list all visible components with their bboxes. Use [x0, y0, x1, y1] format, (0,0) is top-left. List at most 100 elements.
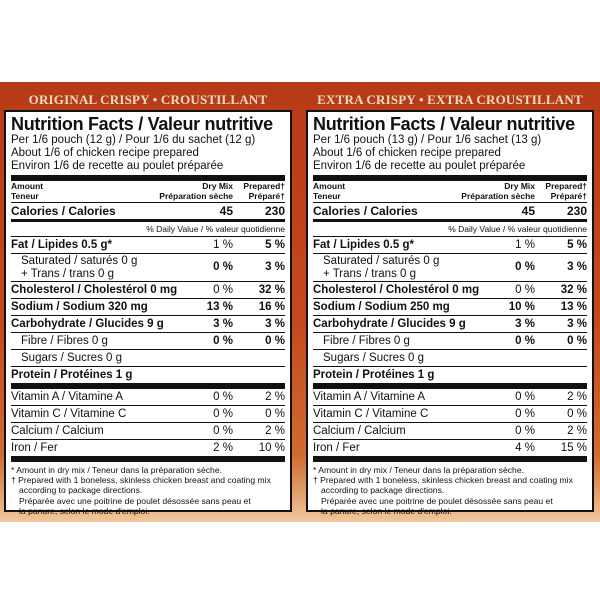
nutrient-prepared-dv: 2 %: [265, 391, 285, 403]
calories-prepared: 230: [566, 204, 587, 218]
divider-thin: [11, 202, 285, 203]
nutrient-dry-dv: 13 %: [206, 301, 233, 313]
nutrient-row-carbohydrate: Carbohydrate / Glucides 9 g 3 % 3 %: [11, 316, 285, 332]
nutrient-dry-dv: 0 %: [213, 425, 233, 437]
nutrient-dry-dv: 1 %: [213, 239, 233, 251]
dry-mix-header: Dry Mix: [202, 181, 233, 191]
footnote-prepared-fr-cont: la panure, selon le mode d'emploi.: [19, 505, 150, 516]
nutrient-dry-dv: 0 %: [213, 391, 233, 403]
nutrient-row-cholesterol: Cholesterol / Cholestérol 0 mg 0 % 32 %: [11, 282, 285, 298]
divider-thick: [313, 175, 587, 181]
nutrient-prepared-dv: 2 %: [567, 425, 587, 437]
nutrient-prepared-dv: 0 %: [265, 408, 285, 420]
nutrient-row-vitamin-c: Vitamin C / Vitamine C 0 % 0 %: [11, 406, 285, 422]
dry-mix-header: Dry Mix: [504, 181, 535, 191]
nutrient-name: Calcium / Calcium: [11, 425, 104, 437]
calories-row: Calories / Calories 45 230: [11, 203, 285, 219]
nutrient-row-fibre: Fibre / Fibres 0 g 0 % 0 %: [11, 333, 285, 349]
footnote-prepared-fr: Préparée avec une poitrine de poulet dés…: [19, 495, 251, 506]
nutrient-name: Saturated / saturés 0 g: [21, 255, 138, 267]
amount-label: Amount: [313, 181, 346, 191]
nutrient-name: Fat / Lipides 0.5 g*: [11, 239, 112, 251]
nutrient-prepared-dv: 10 %: [258, 442, 285, 454]
nutrient-name: Vitamin C / Vitamine C: [313, 408, 429, 420]
nutrient-dry-dv: 3 %: [213, 318, 233, 330]
column-header: Amount Teneur Dry Mix Préparation sèche …: [313, 181, 587, 202]
dry-mix-header-fr: Préparation sèche: [159, 190, 233, 201]
divider-thick: [11, 383, 285, 389]
divider-thin: [11, 236, 285, 237]
nutrition-facts-label: Nutrition Facts / Valeur nutritive Per 1…: [306, 110, 594, 516]
serving-description-fr: Environ 1/6 de recette au poulet préparé…: [313, 160, 526, 172]
nutrient-row-vitamin-c: Vitamin C / Vitamine C 0 % 0 %: [313, 406, 587, 422]
amount-label-fr: Teneur: [11, 190, 39, 201]
calories-label: Calories / Calories: [11, 204, 116, 218]
divider-thick: [313, 383, 587, 389]
footnote-prepared-cont: according to package directions.: [321, 485, 445, 496]
nutrient-name: Fibre / Fibres 0 g: [21, 335, 108, 347]
nutrient-name: Sugars / Sucres 0 g: [323, 352, 424, 364]
prepared-header: Prepared†: [545, 181, 587, 191]
nutrient-name: Fibre / Fibres 0 g: [323, 335, 410, 347]
nutrient-row-fibre: Fibre / Fibres 0 g 0 % 0 %: [313, 333, 587, 349]
nutrient-prepared-dv: 2 %: [567, 391, 587, 403]
nutrient-name: Fat / Lipides 0.5 g*: [313, 239, 414, 251]
nutrient-name: Iron / Fer: [313, 442, 360, 454]
nutrient-dry-dv: 0 %: [515, 408, 535, 420]
nutrient-dry-dv: 3 %: [515, 318, 535, 330]
nutrition-facts-title: Nutrition Facts / Valeur nutritive: [11, 114, 273, 134]
divider-thin: [313, 202, 587, 203]
nutrient-row-carbohydrate: Carbohydrate / Glucides 9 g 3 % 3 %: [313, 316, 587, 332]
dry-mix-header-fr: Préparation sèche: [461, 190, 535, 201]
nutrient-prepared-dv: 2 %: [265, 425, 285, 437]
nutrient-dry-dv: 0 %: [515, 391, 535, 403]
nutrient-row-protein: Protein / Protéines 1 g: [11, 367, 285, 383]
nutrient-row-calcium: Calcium / Calcium 0 % 2 %: [313, 423, 587, 439]
nutrient-dry-dv: 0 %: [213, 284, 233, 296]
serving-size-line: Per 1/6 pouch (13 g) / Pour 1/6 sachet (…: [313, 134, 542, 146]
calories-prepared: 230: [264, 204, 285, 218]
divider-thin: [313, 236, 587, 237]
serving-description: About 1/6 of chicken recipe prepared: [313, 147, 501, 159]
nutrient-name: Carbohydrate / Glucides 9 g: [313, 318, 466, 330]
nutrient-prepared-dv: 16 %: [258, 301, 285, 313]
nutrient-row-saturated-trans: Saturated / saturés 0 g + Trans / trans …: [11, 254, 285, 281]
panel-header: EXTRA CRISPY • EXTRA CROUSTILLANT: [317, 92, 583, 107]
nutrient-name: Sodium / Sodium 320 mg: [11, 301, 148, 313]
nutrient-name: Calcium / Calcium: [313, 425, 406, 437]
panel-original-crispy: ORIGINAL CRISPY • CROUSTILLANT Nutrition…: [4, 90, 292, 516]
nutrient-prepared-dv: 3 %: [567, 261, 587, 274]
nutrient-prepared-dv: 32 %: [258, 284, 285, 296]
nutrient-row-vitamin-a: Vitamin A / Vitamine A 0 % 2 %: [11, 389, 285, 405]
nutrient-prepared-dv: 3 %: [265, 261, 285, 274]
nutrient-row-sodium: Sodium / Sodium 250 mg 10 % 13 %: [313, 299, 587, 315]
nutrient-dry-dv: 2 %: [213, 442, 233, 454]
serving-description-fr: Environ 1/6 de recette au poulet préparé…: [11, 160, 224, 172]
nutrition-facts-title: Nutrition Facts / Valeur nutritive: [313, 114, 575, 134]
nutrient-name: Cholesterol / Cholestérol 0 mg: [11, 284, 178, 296]
nutrient-row-fat: Fat / Lipides 0.5 g* 1 % 5 %: [313, 237, 587, 253]
calories-label: Calories / Calories: [313, 204, 418, 218]
nutrient-prepared-dv: 0 %: [567, 335, 587, 347]
panel-header: ORIGINAL CRISPY • CROUSTILLANT: [28, 92, 268, 107]
serving-size-line: Per 1/6 pouch (12 g) / Pour 1/6 du sache…: [11, 134, 256, 146]
footnote-dry-mix: * Amount in dry mix / Teneur dans la pré…: [11, 465, 222, 475]
nutrient-row-iron: Iron / Fer 2 % 10 %: [11, 440, 285, 456]
prepared-header-fr: Préparé†: [248, 190, 285, 201]
panel-extra-crispy: EXTRA CRISPY • EXTRA CROUSTILLANT Nutrit…: [306, 90, 594, 516]
calories-row: Calories / Calories 45 230: [313, 203, 587, 219]
nutrient-dry-dv: 0 %: [515, 425, 535, 437]
nutrient-prepared-dv: 15 %: [560, 442, 587, 454]
amount-label-fr: Teneur: [313, 190, 341, 201]
nutrient-row-iron: Iron / Fer 4 % 15 %: [313, 440, 587, 456]
nutrient-dry-dv: 0 %: [213, 335, 233, 347]
nutrient-row-calcium: Calcium / Calcium 0 % 2 %: [11, 423, 285, 439]
daily-value-header: % Daily Value / % valeur quotidienne: [146, 224, 285, 234]
nutrition-facts-label: Nutrition Facts / Valeur nutritive Per 1…: [4, 110, 292, 516]
nutrient-name: Cholesterol / Cholestérol 0 mg: [313, 284, 480, 296]
nutrient-dry-dv: 0 %: [515, 261, 535, 274]
nutrient-dry-dv: 0 %: [515, 335, 535, 347]
footnote-prepared-fr-cont: la panure, selon le mode d'emploi.: [321, 505, 452, 516]
footnote-prepared: † Prepared with 1 boneless, skinless chi…: [313, 475, 573, 486]
footnotes: * Amount in dry mix / Teneur dans la pré…: [313, 465, 587, 516]
